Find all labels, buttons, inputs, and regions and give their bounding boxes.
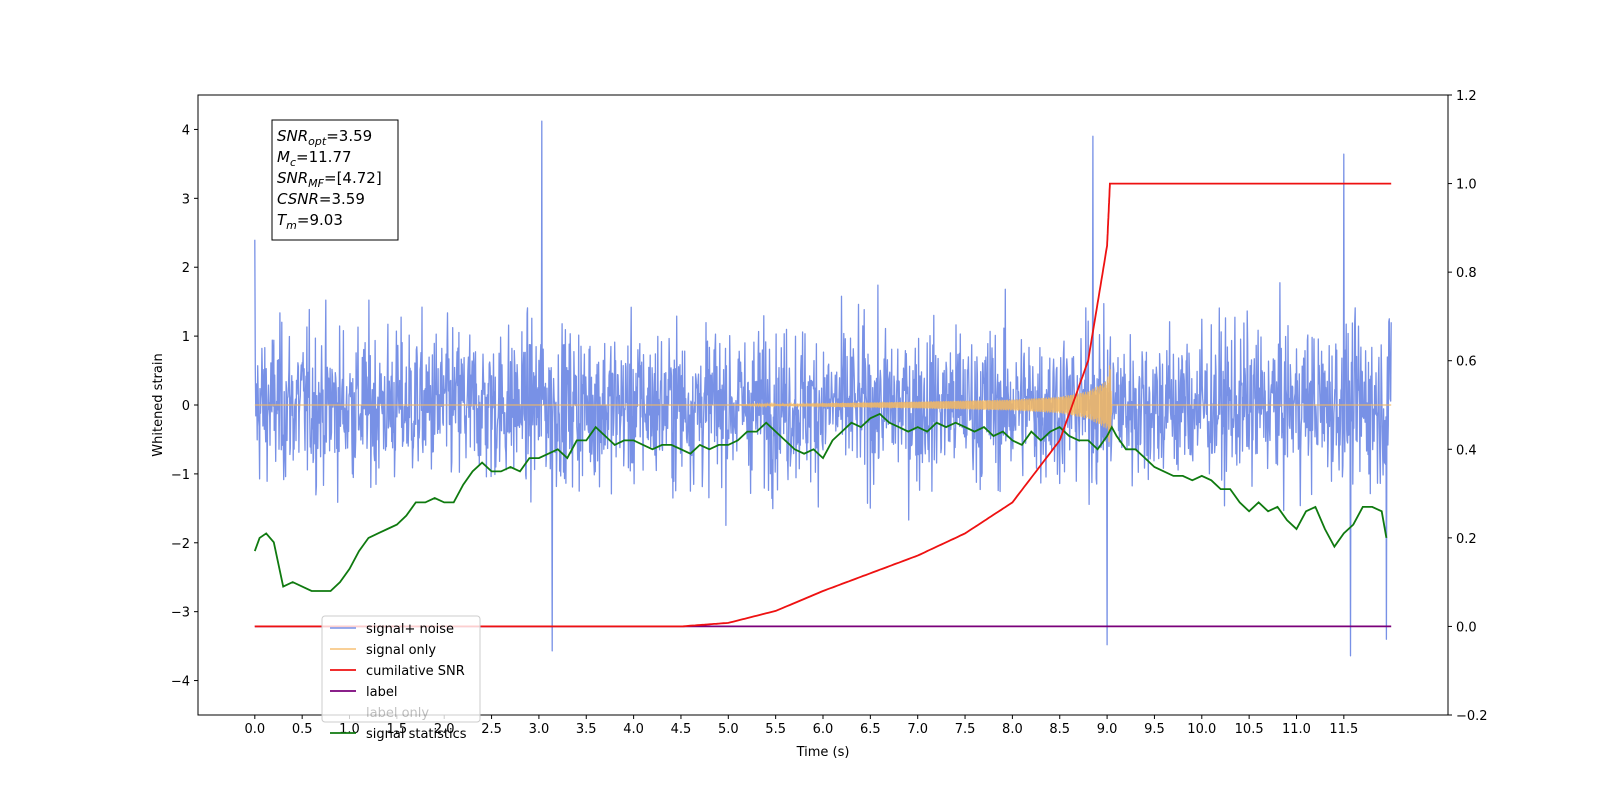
y-tick-label: 3 bbox=[182, 192, 190, 207]
x-tick-label: 11.5 bbox=[1329, 722, 1358, 737]
y2-tick-label: 1.2 bbox=[1456, 89, 1477, 104]
info-annotation-box: SNRopt=3.59Mc=11.77SNRMF=[4.72]CSNR=3.59… bbox=[271, 119, 399, 241]
info-line-subscript: opt bbox=[308, 135, 327, 148]
series-cumulative-snr bbox=[254, 182, 1392, 628]
y-tick-label: −4 bbox=[171, 675, 190, 690]
x-tick-label: 9.5 bbox=[1144, 722, 1165, 737]
info-line-subscript: c bbox=[290, 156, 296, 169]
x-tick-label: 6.5 bbox=[860, 722, 881, 737]
x-tick-label: 0.5 bbox=[292, 722, 313, 737]
y-tick-label: −3 bbox=[171, 606, 190, 621]
x-tick-label: 8.5 bbox=[1049, 722, 1070, 737]
x-tick-label: 2.0 bbox=[434, 722, 455, 737]
y-tick-label: 2 bbox=[182, 261, 190, 276]
info-line-subscript: m bbox=[286, 219, 297, 232]
x-tick-label: 1.0 bbox=[339, 722, 360, 737]
x-tick-label: 9.0 bbox=[1097, 722, 1118, 737]
y2-tick-label: 0.6 bbox=[1456, 355, 1477, 370]
x-tick-label: 10.5 bbox=[1235, 722, 1264, 737]
info-line-value: =3.59 bbox=[326, 127, 372, 145]
legend-entry-label: label only bbox=[366, 706, 429, 721]
info-line-value: =11.77 bbox=[296, 148, 352, 166]
info-line: SNRopt=3.59 bbox=[277, 127, 372, 148]
x-tick-label: 11.0 bbox=[1282, 722, 1311, 737]
info-line: Tm=9.03 bbox=[277, 211, 343, 232]
y2-tick-label: 0.0 bbox=[1456, 620, 1477, 635]
legend-frame bbox=[321, 615, 481, 723]
y-tick-label: −2 bbox=[171, 537, 190, 552]
y-tick-label: 4 bbox=[182, 123, 190, 138]
x-tick-label: 3.5 bbox=[576, 722, 597, 737]
info-line-symbol: SNR bbox=[277, 127, 308, 145]
info-line-subscript: MF bbox=[308, 177, 324, 190]
x-tick-label: 4.0 bbox=[623, 722, 644, 737]
info-line: Mc=11.77 bbox=[277, 148, 352, 169]
legend-entry-label: signal statistics bbox=[366, 727, 467, 742]
y-tick-label: 1 bbox=[182, 330, 190, 345]
info-line-symbol: T bbox=[277, 211, 288, 229]
y-axis-ticks: −4 −3 −2 −1 0 1 2 3 4 bbox=[171, 123, 198, 690]
info-line-symbol: CSNR bbox=[277, 190, 319, 208]
y-axis-label: Whitened strain bbox=[151, 353, 166, 456]
info-line: SNRMF=[4.72] bbox=[277, 169, 382, 190]
x-tick-label: 2.5 bbox=[481, 722, 502, 737]
info-line-value: =9.03 bbox=[297, 211, 343, 229]
series-signal-only bbox=[254, 365, 1392, 443]
info-line-symbol: SNR bbox=[277, 169, 308, 187]
y-tick-label: 0 bbox=[182, 399, 190, 414]
legend-entry-label: signal+ noise bbox=[366, 622, 454, 637]
x-tick-label: 5.5 bbox=[765, 722, 786, 737]
y2-tick-label: 0.8 bbox=[1456, 266, 1477, 281]
x-tick-label: 6.0 bbox=[813, 722, 834, 737]
legend-entry-label: label bbox=[366, 685, 397, 700]
y2-tick-label: 0.2 bbox=[1456, 532, 1477, 547]
x-tick-label: 7.5 bbox=[955, 722, 976, 737]
x-tick-label: 8.0 bbox=[1002, 722, 1023, 737]
series-signal-statistics bbox=[253, 412, 1388, 592]
info-line-value: =3.59 bbox=[319, 190, 365, 208]
legend-entry-label: cumilative SNR bbox=[366, 664, 465, 679]
x-tick-label: 4.5 bbox=[671, 722, 692, 737]
info-line-symbol: M bbox=[277, 148, 290, 166]
y2-tick-label: 1.0 bbox=[1456, 178, 1477, 193]
x-tick-label: 5.0 bbox=[718, 722, 739, 737]
x-tick-label: 3.0 bbox=[529, 722, 550, 737]
x-axis-label: Time (s) bbox=[796, 745, 850, 760]
y2-tick-label: 0.4 bbox=[1456, 443, 1477, 458]
series-signal-noise bbox=[254, 120, 1392, 657]
x-tick-label: 0.0 bbox=[244, 722, 265, 737]
y2-axis-ticks: −0.2 0.0 0.2 0.4 0.6 0.8 1.0 1.2 bbox=[1448, 89, 1488, 724]
x-axis-ticks: 0.0 0.5 1.0 1.5 2.0 2.5 3.0 3.5 4.0 4.5 5.0 5.5 6.0 6… bbox=[244, 715, 1358, 737]
x-tick-label: 1.5 bbox=[387, 722, 408, 737]
legend: signal+ noise signal only cumilative SNR la… bbox=[321, 615, 481, 742]
info-line-value: =[4.72] bbox=[324, 169, 382, 187]
legend-entry-label: signal only bbox=[366, 643, 436, 658]
x-tick-label: 10.0 bbox=[1187, 722, 1216, 737]
x-tick-label: 7.0 bbox=[907, 722, 928, 737]
y2-tick-label: −0.2 bbox=[1456, 709, 1488, 724]
info-box-frame bbox=[271, 119, 399, 241]
info-line: CSNR=3.59 bbox=[277, 190, 365, 208]
y-tick-label: −1 bbox=[171, 468, 190, 483]
